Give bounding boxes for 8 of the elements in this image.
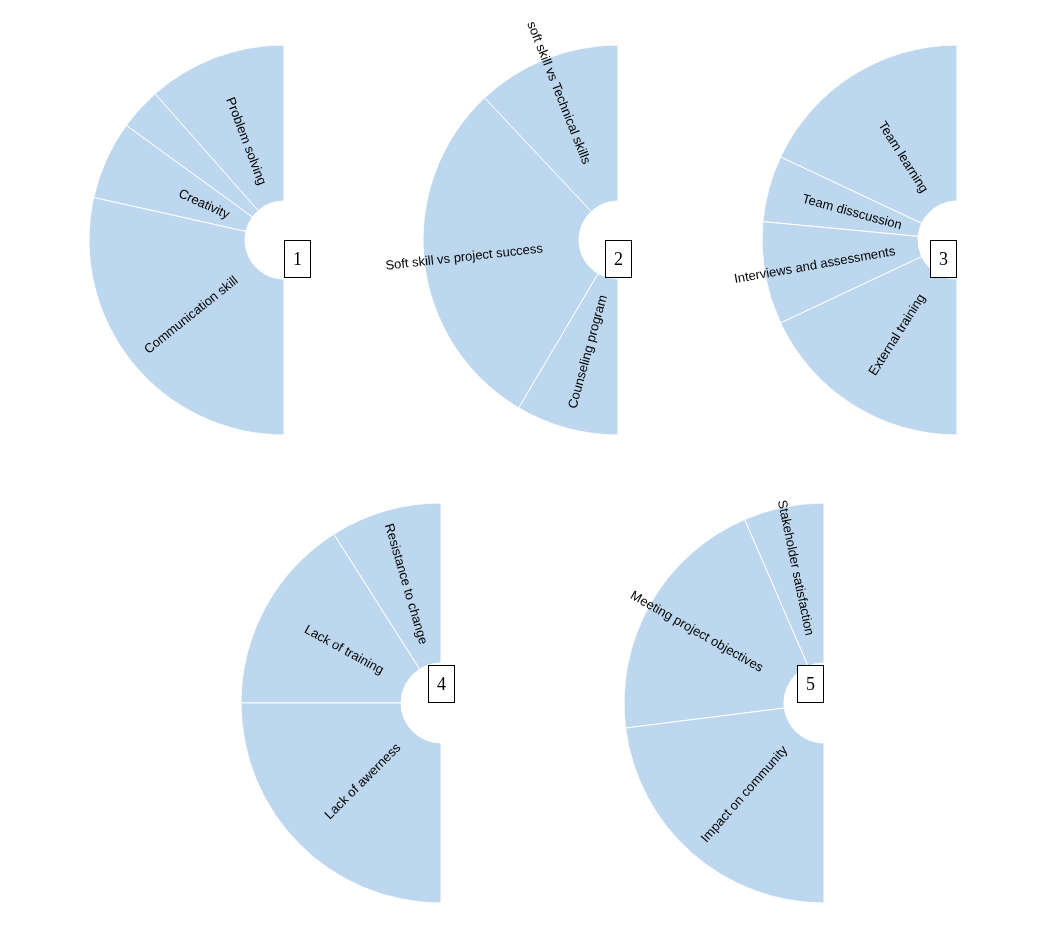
text: 2 — [614, 249, 623, 269]
text: 1 — [293, 249, 302, 269]
slice-label: Soft skill vs project success — [384, 240, 545, 273]
text: 4 — [437, 674, 446, 694]
slice-label: Interviews and assessments — [732, 243, 897, 287]
text: 3 — [939, 249, 948, 269]
slice-label: Stakeholder satisfaction — [774, 498, 818, 637]
text: 5 — [806, 674, 815, 694]
